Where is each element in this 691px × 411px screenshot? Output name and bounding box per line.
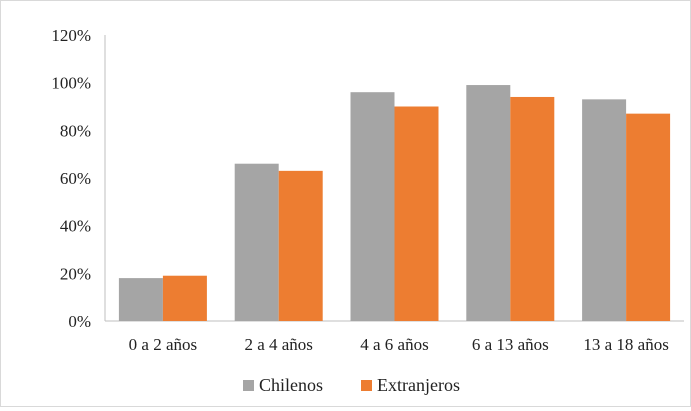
x-axis: 0 a 2 años 2 a 4 años 4 a 6 años 6 a 13 año… bbox=[105, 320, 684, 354]
y-tick-label: 80% bbox=[60, 121, 91, 140]
y-tick-label: 40% bbox=[60, 217, 91, 236]
legend-swatch-extranjeros bbox=[361, 380, 372, 391]
legend-swatch-chilenos bbox=[243, 380, 254, 391]
bar-extranjeros bbox=[162, 275, 207, 321]
bar-chilenos bbox=[350, 92, 395, 321]
bar-chilenos bbox=[466, 85, 511, 321]
legend-label: Extranjeros bbox=[377, 375, 460, 395]
bar-extranjeros bbox=[510, 96, 555, 321]
legend: Chilenos Extranjeros bbox=[243, 375, 460, 395]
y-axis: 0% 20% 40% 60% 80% 100% 120% bbox=[51, 26, 106, 331]
x-tick-label: 13 a 18 años bbox=[583, 335, 668, 354]
y-tick-label: 120% bbox=[51, 26, 91, 45]
y-tick-label: 60% bbox=[60, 169, 91, 188]
bar-extranjeros bbox=[278, 170, 323, 321]
legend-label: Chilenos bbox=[259, 375, 323, 395]
y-tick-label: 100% bbox=[51, 74, 91, 93]
bar-chilenos bbox=[582, 99, 627, 321]
x-tick-label: 6 a 13 años bbox=[472, 335, 549, 354]
bar-extranjeros bbox=[394, 106, 439, 321]
y-tick-label: 20% bbox=[60, 264, 91, 283]
bars bbox=[118, 85, 671, 322]
x-tick-label: 4 a 6 años bbox=[360, 335, 428, 354]
x-tick-label: 2 a 4 años bbox=[244, 335, 312, 354]
bar-chilenos bbox=[118, 278, 163, 321]
bar-chilenos bbox=[234, 163, 279, 321]
bar-extranjeros bbox=[626, 113, 671, 322]
y-tick-label: 0% bbox=[68, 312, 91, 331]
x-tick-label: 0 a 2 años bbox=[129, 335, 197, 354]
